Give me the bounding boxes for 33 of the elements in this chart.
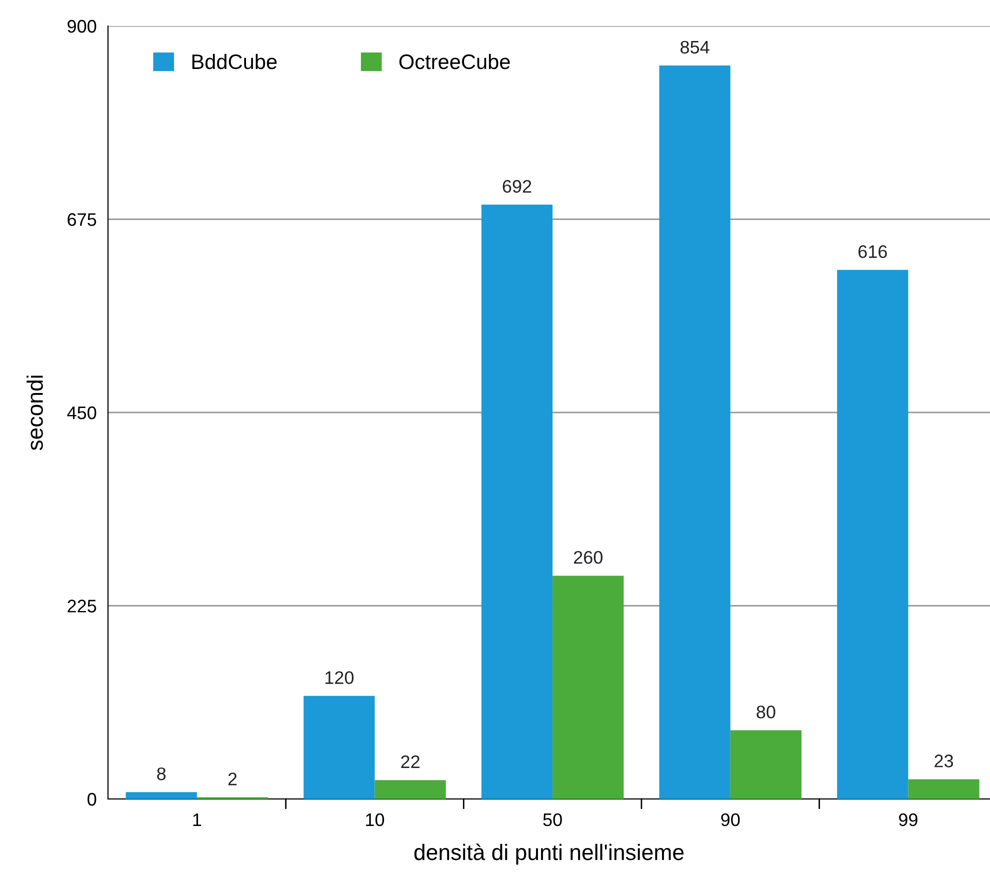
legend-label: BddCube [192, 54, 277, 70]
data-label: 23 [934, 754, 954, 768]
x-tick-label: 99 [899, 813, 918, 826]
data-label: 854 [680, 40, 710, 54]
data-label: 2 [228, 772, 237, 786]
x-tick-label: 50 [543, 813, 562, 826]
bar [304, 696, 375, 799]
x-axis-title: densità di punti nell'insieme [414, 844, 684, 865]
x-tick-label: 90 [721, 813, 740, 826]
y-tick-label: 675 [68, 213, 96, 226]
data-label: 22 [401, 755, 420, 768]
y-tick-label: 0 [88, 792, 96, 806]
y-axis-title: secondi [26, 376, 43, 450]
y-tick-label: 450 [67, 406, 96, 420]
y-tick-label: 225 [68, 600, 96, 612]
data-label: 692 [502, 180, 532, 193]
data-label: 8 [157, 767, 166, 780]
y-tick-label: 900 [68, 20, 96, 33]
bar [730, 730, 802, 799]
x-tick-label: 1 [193, 814, 202, 826]
bar [659, 66, 730, 799]
data-label: 120 [325, 671, 354, 684]
bar [908, 779, 980, 799]
bar [481, 204, 553, 799]
x-tick-label: 10 [366, 813, 384, 826]
data-label: 260 [574, 551, 602, 564]
bar [837, 270, 908, 799]
bar [126, 792, 197, 799]
bar [552, 576, 624, 799]
data-label: 80 [756, 706, 776, 718]
data-label: 616 [858, 245, 887, 258]
legend-label: OctreeCube [399, 54, 510, 70]
bar [374, 780, 446, 799]
